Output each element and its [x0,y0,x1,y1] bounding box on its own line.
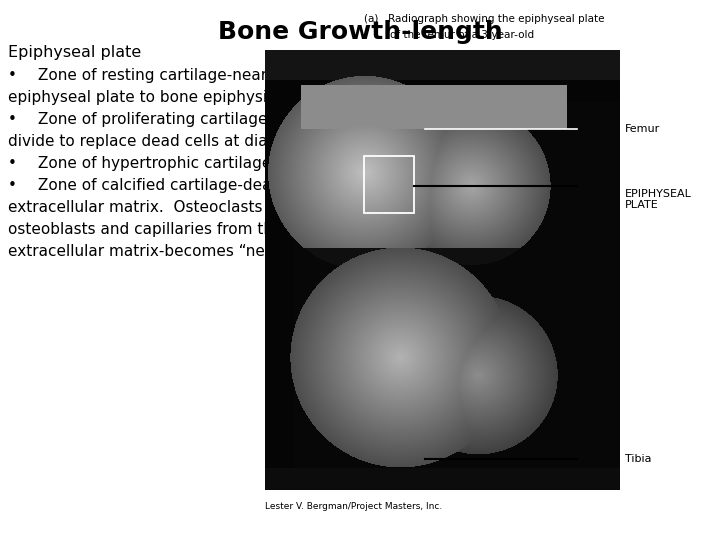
Text: •: • [8,156,17,171]
Text: Zone of resting cartilage-nearest epiphysis, chondrocytes, anchors: Zone of resting cartilage-nearest epiphy… [38,68,551,83]
Text: Zone of hypertrophic cartilage-large chondrocytes arranged in columns: Zone of hypertrophic cartilage-large cho… [38,156,587,171]
Text: (a)   Radiograph showing the epiphyseal plate: (a) Radiograph showing the epiphyseal pl… [364,14,605,24]
Text: epiphyseal plate to bone epiphysis.: epiphyseal plate to bone epiphysis. [8,90,280,105]
Text: Tibia: Tibia [625,454,652,464]
Text: extracellular matrix-becomes “new disphysis” cemented to disphysis of bone: extracellular matrix-becomes “new disphy… [8,244,601,259]
Text: extracellular matrix.  Osteoclasts dissolve cartilage, area invaded by: extracellular matrix. Osteoclasts dissol… [8,200,536,215]
Text: Femur: Femur [625,124,660,134]
Text: •: • [8,68,17,83]
Text: EPIPHYSEAL
PLATE: EPIPHYSEAL PLATE [625,189,692,211]
Text: divide to replace dead cells at diaphyseal side of epiphyseal plate.: divide to replace dead cells at diaphyse… [8,134,520,149]
Text: Bone Growth-length: Bone Growth-length [217,20,503,44]
Text: Zone of proliferating cartilage-larger chondrocytes arranged in stacks,: Zone of proliferating cartilage-larger c… [38,112,578,127]
Text: •: • [8,178,17,193]
Text: Zone of calcified cartilage-dead chondrocytes surrounded by calcified: Zone of calcified cartilage-dead chondro… [38,178,574,193]
Text: Lester V. Bergman/Project Masters, Inc.: Lester V. Bergman/Project Masters, Inc. [265,502,442,511]
Text: •: • [8,112,17,127]
Text: Epiphyseal plate: Epiphyseal plate [8,45,141,60]
Text: of the femur of a 3-year-old: of the femur of a 3-year-old [364,30,534,40]
Text: osteoblasts and capillaries from the diaphysis and produce bone: osteoblasts and capillaries from the dia… [8,222,503,237]
Bar [364,156,414,213]
